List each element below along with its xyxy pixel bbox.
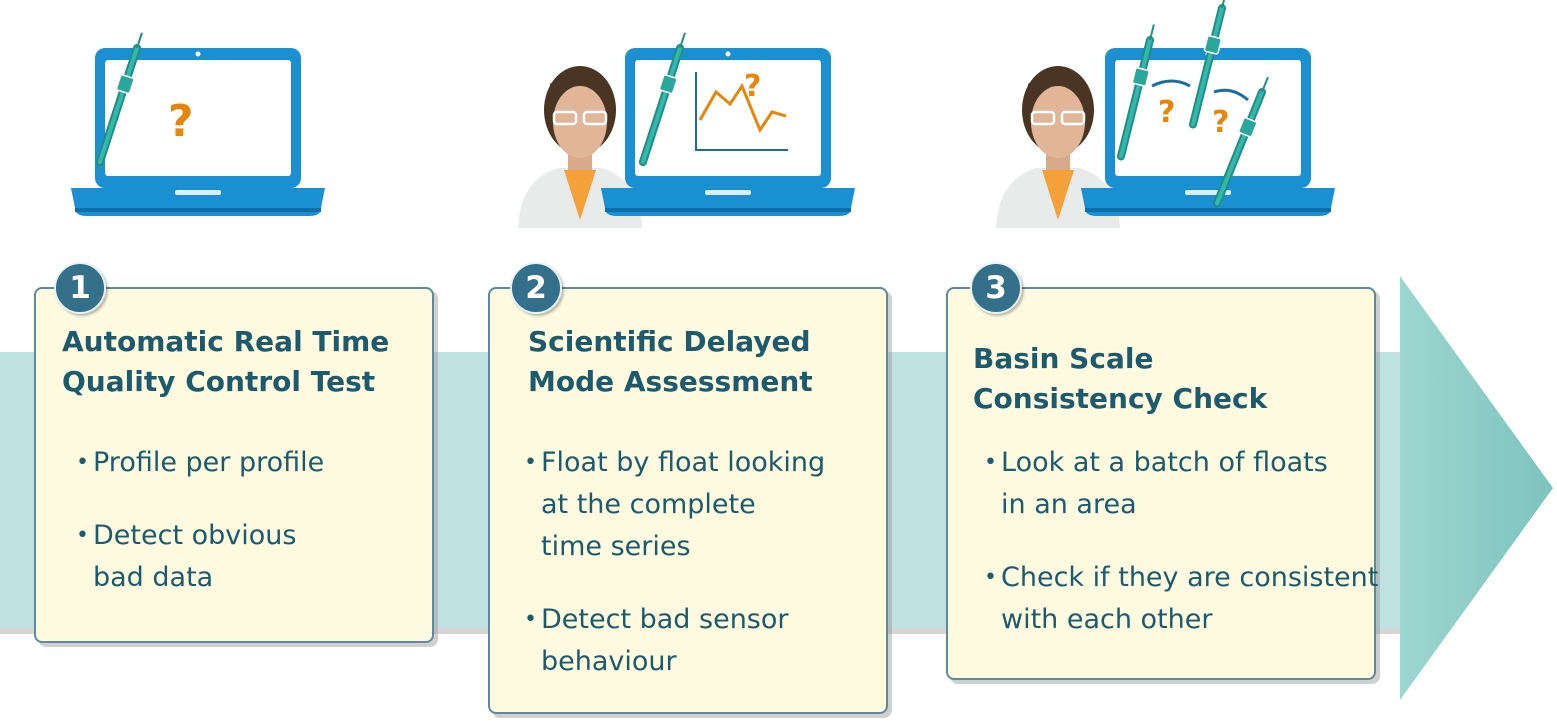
bullet-line: behaviour [541, 646, 677, 677]
illustrations: ? ? ? ? [71, 0, 1335, 230]
question-mark-icon: ? [1212, 105, 1229, 140]
step-title-line: Consistency Check [973, 382, 1268, 415]
bullet-line: Profile per profile [93, 447, 325, 478]
bullet-line: at the complete [541, 489, 756, 520]
bullet-line: Look at a batch of floats [1001, 447, 1328, 478]
step-title-line: Quality Control Test [62, 365, 376, 398]
bullet-list: Look at a batch of floats in an area Che… [984, 442, 1378, 672]
step-card-3: Basin Scale Consistency Check Look at a … [946, 287, 1378, 680]
step-number-badge: 3 [970, 262, 1022, 314]
laptop-icon [601, 48, 855, 216]
bullet-item: Look at a batch of floats in an area [984, 442, 1378, 526]
swap-arrows-icon [1151, 79, 1249, 102]
step-title: Automatic Real Time Quality Control Test [62, 322, 389, 402]
bullet-item: Detect bad sensor behaviour [524, 599, 825, 683]
step-title-line: Scientific Delayed [528, 325, 811, 358]
bullet-item: Check if they are consistent with each o… [984, 557, 1378, 641]
bullet-line: in an area [1001, 489, 1137, 520]
step-title-line: Automatic Real Time [62, 325, 390, 358]
question-mark-icon: ? [168, 96, 194, 147]
bullet-list: Profile per profile Detect obvious bad d… [76, 442, 324, 630]
bullet-line: Detect bad sensor [541, 604, 789, 635]
step-number-badge: 2 [510, 262, 562, 314]
step-title: Basin Scale Consistency Check [973, 339, 1267, 419]
bullet-line: Detect obvious [93, 520, 297, 551]
bullet-line: time series [541, 531, 691, 562]
bullet-line: bad data [93, 562, 214, 593]
bullet-item: Float by float looking at the complete t… [524, 442, 825, 568]
bullet-item: Detect obvious bad data [76, 515, 324, 599]
line-chart-icon [695, 72, 788, 151]
step-title-line: Mode Assessment [528, 365, 813, 398]
step-title: Scientific Delayed Mode Assessment [528, 322, 813, 402]
bullet-line: Float by float looking [541, 447, 826, 478]
question-mark-icon: ? [1158, 95, 1175, 130]
step-number-badge: 1 [54, 262, 106, 314]
bullet-line: with each other [1001, 604, 1213, 635]
question-mark-icon: ? [744, 69, 761, 104]
bullet-item: Profile per profile [76, 442, 324, 484]
step-title-line: Basin Scale [973, 342, 1154, 375]
bullet-list: Float by float looking at the complete t… [524, 442, 825, 714]
arrow-head [1400, 276, 1553, 700]
step-card-2: Scientific Delayed Mode Assessment Float… [488, 287, 888, 714]
bullet-line: Check if they are consistent [1001, 562, 1379, 593]
step-card-1: Automatic Real Time Quality Control Test… [34, 287, 434, 643]
